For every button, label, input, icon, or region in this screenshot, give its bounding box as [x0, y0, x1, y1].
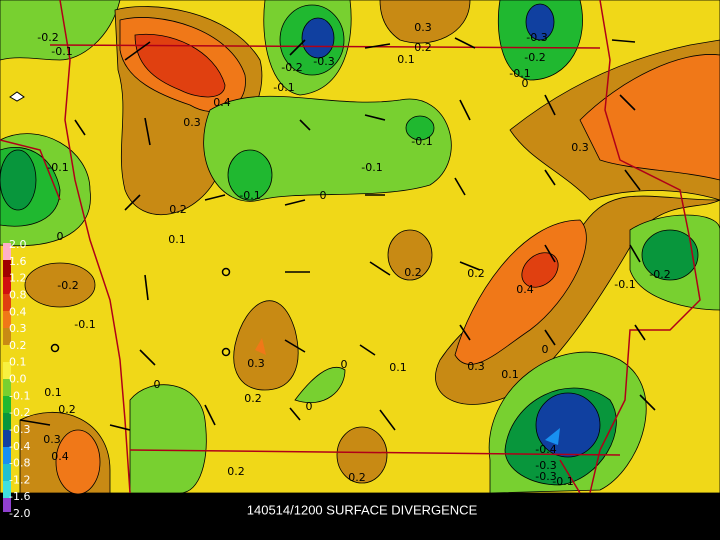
- contour-label: -0.1: [552, 475, 573, 488]
- legend-label: 1.6: [9, 255, 27, 268]
- legend-label: 1.2: [9, 272, 27, 285]
- legend-label: -0.3: [9, 423, 30, 436]
- contour-fills: [0, 0, 720, 495]
- contour-label: 0.3: [414, 21, 432, 34]
- contour-label: -0.1: [509, 67, 530, 80]
- contour-label: -0.1: [239, 189, 260, 202]
- contour-label: -0.2: [281, 61, 302, 74]
- contour-label: 0: [522, 77, 529, 90]
- contour-label: 0.3: [467, 360, 485, 373]
- wind-barbs: [9, 37, 656, 431]
- contour-label: 0.3: [43, 433, 61, 446]
- legend-label: 0.1: [9, 356, 27, 369]
- contour-label: -0.2: [649, 268, 670, 281]
- contour-label: 0: [542, 343, 549, 356]
- contour-label: 0: [306, 400, 313, 413]
- legend-label: -1.2: [9, 473, 30, 486]
- map-title: 140514/1200 SURFACE DIVERGENCE: [247, 502, 478, 517]
- legend-label: 0.3: [9, 322, 27, 335]
- contour-label: -0.1: [74, 318, 95, 331]
- contour-label: -0.1: [51, 45, 72, 58]
- contour-label: -0.3: [535, 470, 556, 483]
- contour-label: -0.3: [535, 459, 556, 472]
- contour-label: 0.2: [467, 267, 485, 280]
- legend-label: -2.0: [9, 507, 30, 520]
- legend-label: 0.8: [9, 288, 27, 301]
- contour-label: -0.3: [313, 55, 334, 68]
- contour-labels: -0.2 -0.1 -0.2 -0.3 -0.1 0.3 0.2 0.1 -0.…: [37, 21, 670, 488]
- legend-label: 0.4: [9, 305, 27, 318]
- contour-label: 0.3: [183, 116, 201, 129]
- contour-label: -0.2: [524, 51, 545, 64]
- contour-label: -0.2: [37, 31, 58, 44]
- contour-label: 0.2: [404, 266, 422, 279]
- boundaries: [0, 0, 701, 494]
- color-legend: 2.0 1.6 1.2 0.8 0.4 0.3 0.2 0.1 0.0 -0.1 -0.2 -0.3 -…: [3, 238, 30, 520]
- contour-label: 0.1: [501, 368, 519, 381]
- contour-label: 0.2: [169, 203, 187, 216]
- legend-label: 0.2: [9, 339, 27, 352]
- contour-label: 0: [320, 189, 327, 202]
- contour-label: 0.4: [516, 283, 534, 296]
- contour-label: 0: [154, 378, 161, 391]
- contour-label: 0.1: [397, 53, 415, 66]
- legend-label: -0.8: [9, 457, 30, 470]
- legend-label: -0.2: [9, 406, 30, 419]
- contour-label: 0.2: [414, 41, 432, 54]
- contour-label: 0.2: [58, 403, 76, 416]
- contour-label: -0.1: [614, 278, 635, 291]
- contour-label: 0.2: [348, 471, 366, 484]
- contour-label: 0.2: [227, 465, 245, 478]
- legend-label: 0.0: [9, 373, 27, 386]
- contour-label: -0.1: [411, 135, 432, 148]
- contour-label: 0.3: [247, 357, 265, 370]
- contour-label: -0.2: [57, 279, 78, 292]
- contour-label: -0.4: [535, 443, 556, 456]
- contour-label: -0.3: [526, 31, 547, 44]
- contour-label: -0.1: [47, 161, 68, 174]
- contour-label: 0.1: [168, 233, 186, 246]
- contour-label: 0.1: [44, 386, 62, 399]
- contour-label: 0: [341, 358, 348, 371]
- contour-label: 0.3: [571, 141, 589, 154]
- contour-label: 0: [57, 230, 64, 243]
- contour-label: 0.1: [389, 361, 407, 374]
- contour-label: 0.2: [244, 392, 262, 405]
- contour-label: -0.1: [361, 161, 382, 174]
- contour-label: -0.1: [273, 81, 294, 94]
- legend-label: -0.4: [9, 440, 30, 453]
- contour-label: 0.4: [51, 450, 69, 463]
- contour-label: 0.4: [213, 96, 231, 109]
- legend-label: -1.6: [9, 490, 30, 503]
- legend-label: -0.1: [9, 389, 30, 402]
- legend-label: 2.0: [9, 238, 27, 251]
